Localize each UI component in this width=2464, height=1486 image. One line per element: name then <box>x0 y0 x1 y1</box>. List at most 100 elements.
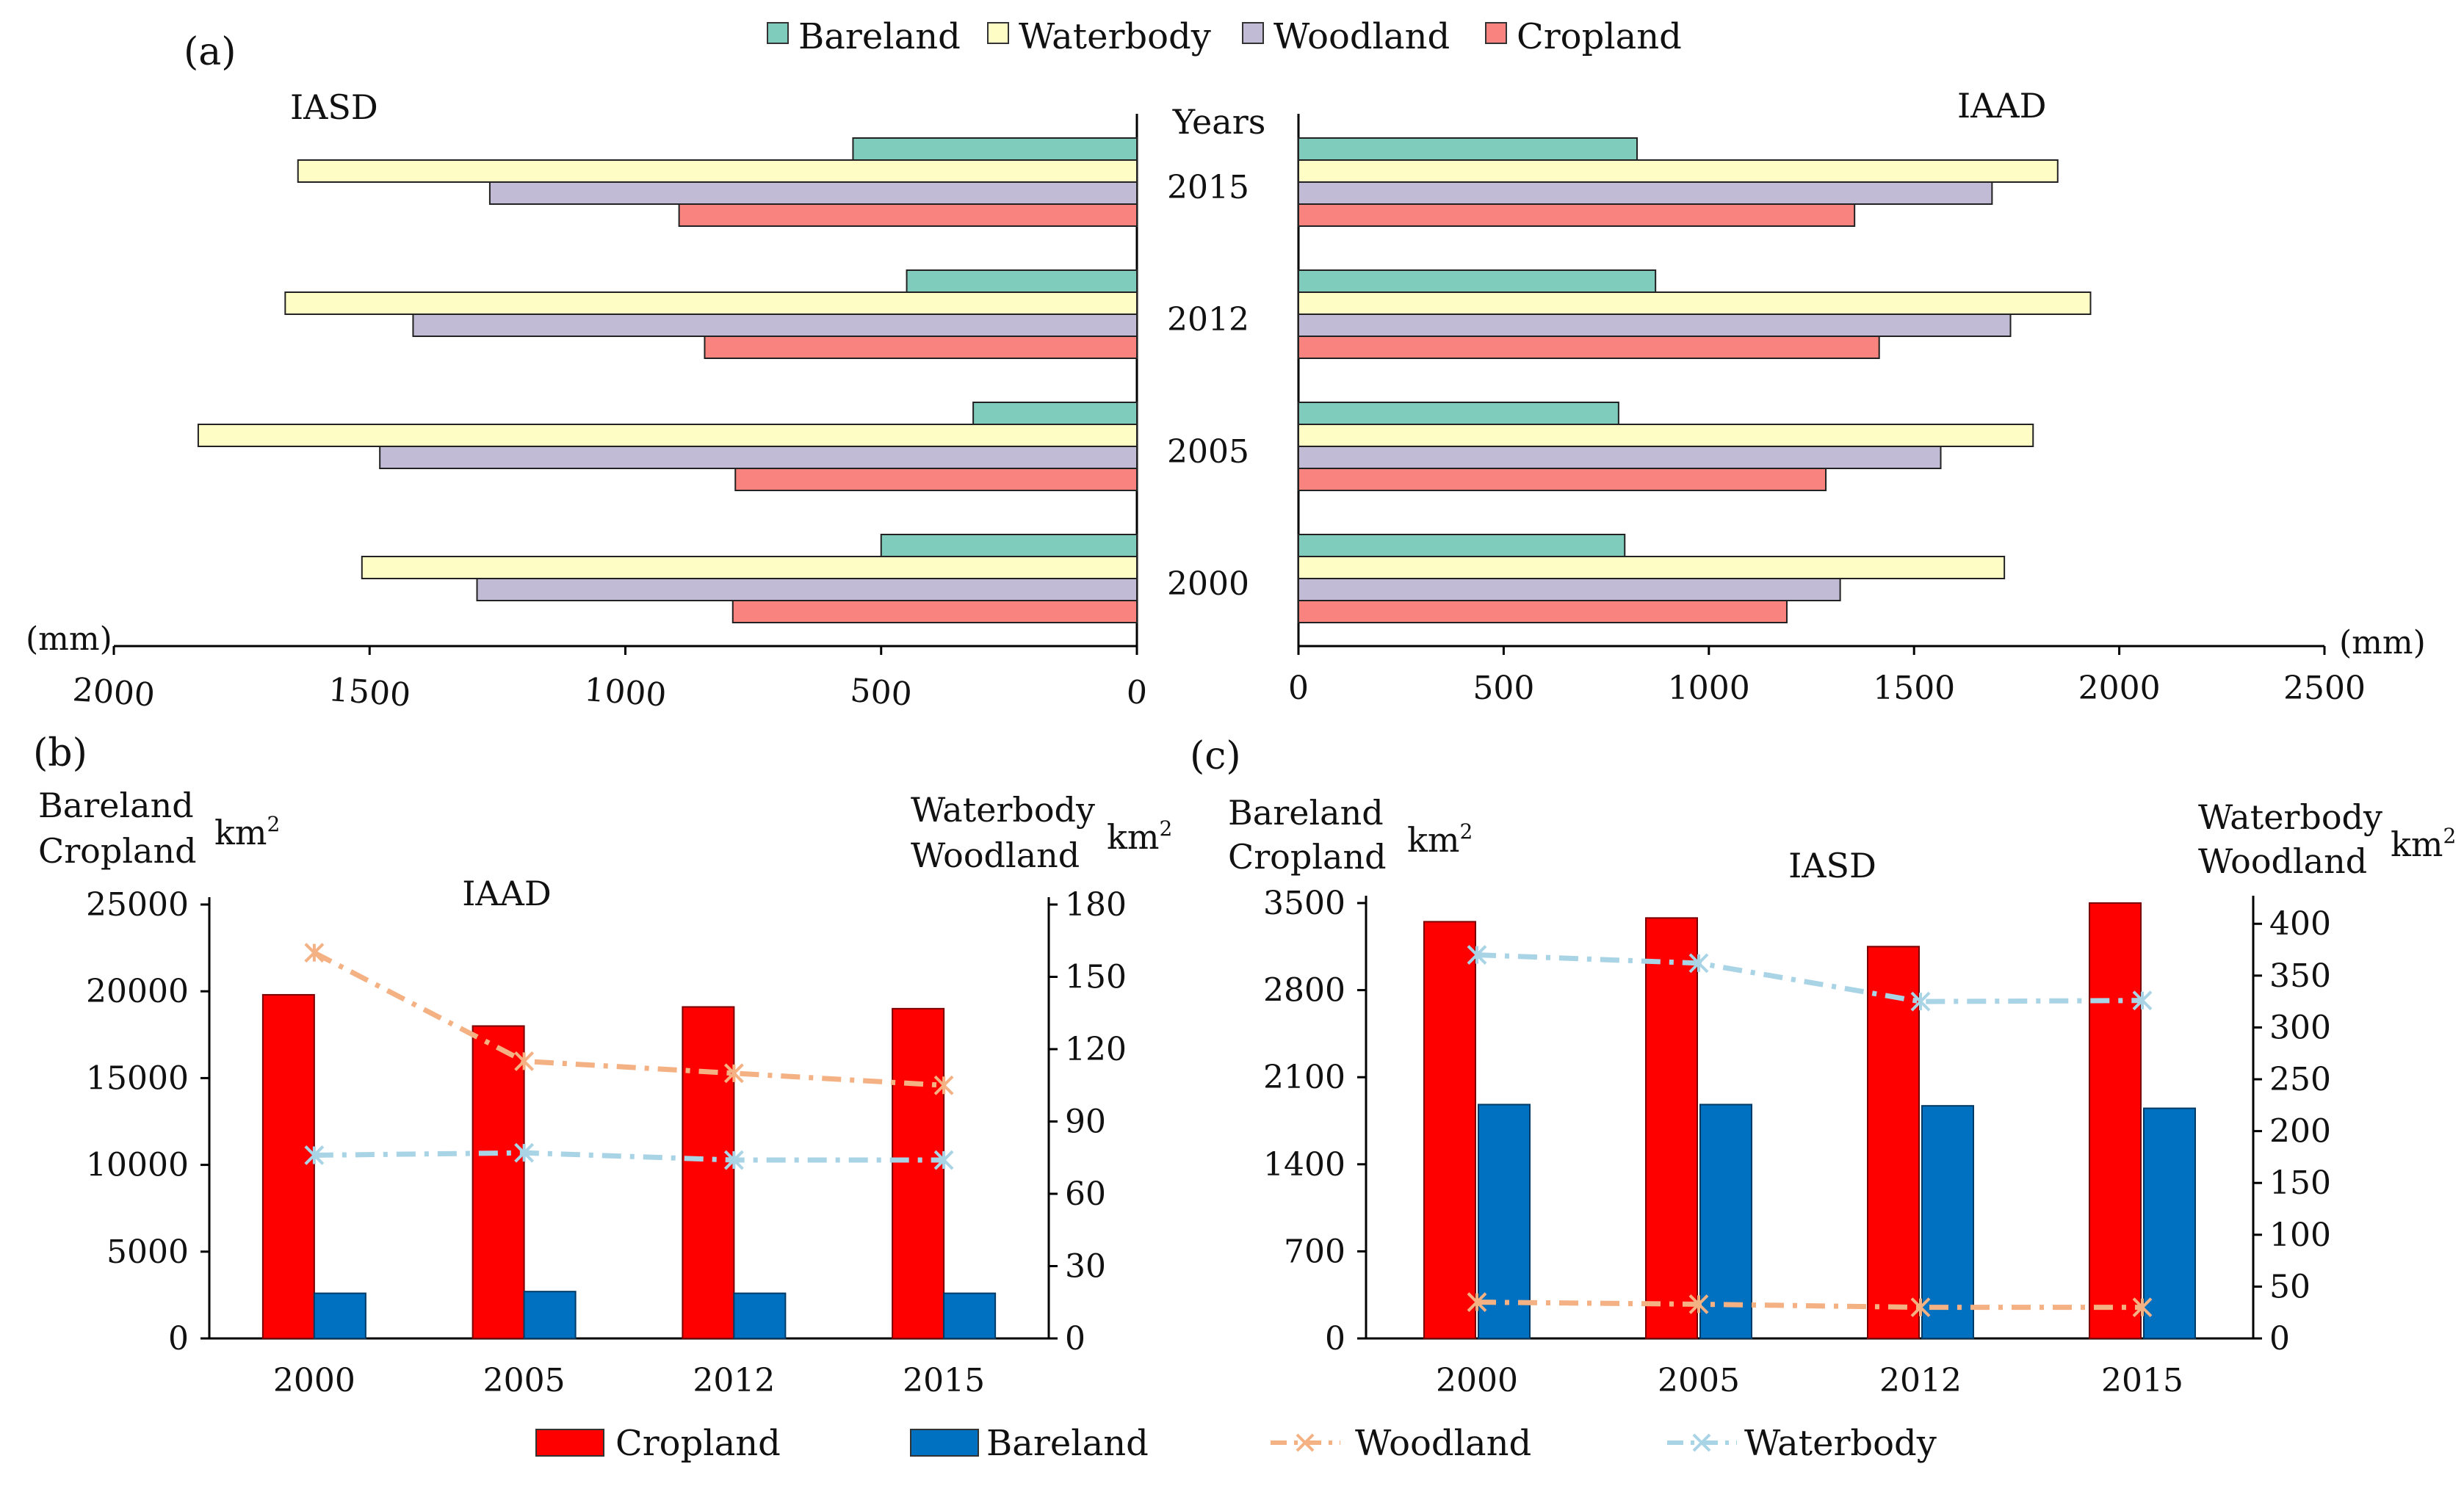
right-y-tick-label: 350 <box>2269 957 2331 995</box>
bar-bareland-2005 <box>523 1291 577 1339</box>
right-bar-bareland-2000 <box>1298 534 1626 557</box>
marker-waterbody-2012 <box>1910 991 1931 1012</box>
right-bar-woodland-2005 <box>1298 446 1942 469</box>
left-axis-label-line1: Bareland <box>1228 793 1384 833</box>
left-x-tick-label: 500 <box>849 672 913 714</box>
right-bar-cropland-2015 <box>1298 203 1856 227</box>
marker-woodland-2012 <box>723 1063 744 1084</box>
right-y-tick-label: 180 <box>1065 886 1127 924</box>
year-label-2015: 2015 <box>1167 169 1249 206</box>
bar-bareland-2000 <box>313 1292 366 1340</box>
right-y-tick-label: 300 <box>2269 1009 2331 1046</box>
bar-cropland-2012 <box>1867 946 1920 1340</box>
right-axis-label-line2: Woodland <box>911 836 1080 875</box>
panel-c-label: (c) <box>1190 734 1241 778</box>
left-bar-cropland-2015 <box>678 203 1138 227</box>
left-axis-label-line1: Bareland <box>38 786 194 825</box>
legend-label-waterbody: Waterbody <box>1019 16 1211 57</box>
left-y-tick-label: 20000 <box>86 973 189 1010</box>
bottom-legend-swatch-bareland <box>910 1429 979 1457</box>
right-y-tick-label: 120 <box>1065 1031 1127 1068</box>
marker-waterbody-2015 <box>2132 990 2153 1011</box>
marker-waterbody-2005 <box>1688 953 1709 974</box>
bar-cropland-2005 <box>472 1025 525 1339</box>
right-x-tick-label: 500 <box>1473 670 1534 707</box>
bottom-legend-swatch-cropland <box>535 1429 604 1457</box>
bar-cropland-2015 <box>2089 902 2142 1339</box>
legend-swatch-woodland <box>1242 22 1264 44</box>
left-bar-cropland-2000 <box>731 600 1138 623</box>
bar-cropland-2015 <box>892 1007 945 1339</box>
x-tick-label-2005: 2005 <box>1658 1362 1740 1399</box>
panel-a-label: (a) <box>184 30 236 74</box>
legend-label-woodland: Woodland <box>1273 16 1450 57</box>
bar-cropland-2000 <box>261 993 315 1339</box>
left-bar-cropland-2012 <box>704 336 1138 359</box>
marker-waterbody-2012 <box>723 1150 744 1170</box>
legend-label-bareland: Bareland <box>798 16 961 57</box>
bottom-legend: Cropland Bareland Woodland Waterbody <box>535 1423 1937 1464</box>
right-x-tick-label: 2000 <box>2078 670 2161 707</box>
bar-bareland-2000 <box>1478 1103 1531 1339</box>
marker-waterbody-2015 <box>933 1150 954 1170</box>
right-y-tick-label: 250 <box>2269 1061 2331 1098</box>
left-y-tick-label: 0 <box>168 1320 189 1358</box>
x-tick-label-2012: 2012 <box>1879 1362 1962 1399</box>
x-tick-label-2012: 2012 <box>693 1362 775 1399</box>
right-y-tick-label: 50 <box>2269 1268 2311 1305</box>
right-bar-bareland-2012 <box>1298 269 1657 293</box>
bar-bareland-2005 <box>1699 1103 1752 1339</box>
left-y-tick-label: 1400 <box>1263 1146 1345 1184</box>
right-axis-label-line1: Waterbody <box>911 790 1095 830</box>
bottom-legend-label-cropland: Cropland <box>615 1423 781 1464</box>
bar-bareland-2012 <box>733 1292 787 1340</box>
right-bar-cropland-2000 <box>1298 600 1788 623</box>
right-y-tick-label: 150 <box>1065 959 1127 996</box>
right-axis-label-line2: Woodland <box>2198 841 2367 881</box>
right-y-tick-label: 400 <box>2269 905 2331 943</box>
left-bar-bareland-2000 <box>880 534 1138 557</box>
left-y-tick-label: 5000 <box>106 1233 189 1271</box>
left-bar-bareland-2015 <box>852 137 1138 161</box>
left-bar-waterbody-2015 <box>297 159 1138 183</box>
left-x-tick-label: 0 <box>1125 673 1148 712</box>
bottom-legend-marker-woodland <box>1296 1433 1315 1452</box>
left-title-iasd: IASD <box>290 87 378 127</box>
legend-swatch-bareland <box>767 22 789 44</box>
left-y-tick-label: 0 <box>1325 1320 1345 1358</box>
left-bar-waterbody-2005 <box>197 424 1138 447</box>
right-bar-waterbody-2005 <box>1298 424 2034 447</box>
marker-woodland-2005 <box>1688 1294 1709 1314</box>
left-unit-label: (mm) <box>26 620 112 658</box>
marker-woodland-2015 <box>933 1075 954 1095</box>
bar-cropland-2000 <box>1423 921 1476 1339</box>
x-tick-label-2000: 2000 <box>273 1362 355 1399</box>
panel-b: (b) Bareland Cropland km2 Waterbody Woodland k… <box>33 731 1172 1399</box>
right-y-tick-label: 0 <box>2269 1320 2290 1358</box>
left-x-tick-label: 2000 <box>71 671 156 714</box>
left-bar-woodland-2005 <box>379 446 1138 469</box>
right-bar-woodland-2012 <box>1298 313 2012 337</box>
right-x-tick-label: 2500 <box>2283 670 2366 707</box>
left-y-tick-label: 3500 <box>1263 885 1345 922</box>
left-x-tick-label: 1500 <box>328 671 412 714</box>
right-unit-label: (mm) <box>2339 624 2426 662</box>
left-bar-woodland-2015 <box>488 181 1138 205</box>
right-axis-unit: km2 <box>2391 824 2456 864</box>
marker-waterbody-2000 <box>304 1145 325 1165</box>
right-x-tick-label: 1500 <box>1873 670 1955 707</box>
right-bar-woodland-2015 <box>1298 181 1993 205</box>
bar-cropland-2012 <box>682 1006 735 1339</box>
left-bar-cropland-2005 <box>734 468 1138 491</box>
right-bar-bareland-2005 <box>1298 402 1619 425</box>
marker-waterbody-2000 <box>1467 945 1487 965</box>
left-y-tick-label: 2800 <box>1263 972 1345 1010</box>
right-title-iaad: IAAD <box>1957 86 2047 126</box>
right-y-tick-label: 0 <box>1065 1320 1085 1358</box>
bar-bareland-2015 <box>2143 1107 2196 1339</box>
line-waterbody <box>1476 952 2143 1004</box>
left-y-tick-label: 700 <box>1284 1233 1345 1270</box>
right-x-tick-label: 1000 <box>1668 670 1750 707</box>
